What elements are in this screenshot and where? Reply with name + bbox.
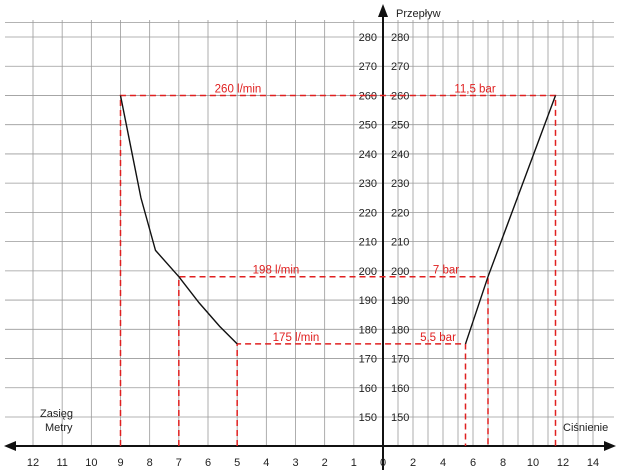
y-tick-label-left: 220: [359, 207, 377, 219]
x-tick-label-left: 2: [322, 457, 328, 469]
x-tick-label-right: 10: [527, 457, 539, 469]
x-tick-label-left: 8: [147, 457, 153, 469]
y-tick-label-right: 270: [391, 61, 409, 73]
x-axis-arrow-left: [4, 441, 16, 451]
x-tick-label-left: 5: [234, 457, 240, 469]
x-tick-label-right: 8: [500, 457, 506, 469]
y-axis-label: Przepływ: [396, 8, 441, 20]
y-tick-label-left: 260: [359, 90, 377, 102]
y-tick-label-left: 280: [359, 32, 377, 44]
annotation-label: 175 l/min: [273, 332, 320, 344]
x-tick-label-right: 4: [440, 457, 446, 469]
y-tick-label-left: 180: [359, 324, 377, 336]
y-tick-label-right: 220: [391, 207, 409, 219]
x-tick-label-left: 0: [380, 457, 386, 469]
y-tick-label-right: 210: [391, 237, 409, 249]
y-tick-label-left: 250: [359, 120, 377, 132]
y-tick-label-left: 170: [359, 354, 377, 366]
y-tick-label-right: 180: [391, 324, 409, 336]
x-tick-label-left: 6: [205, 457, 211, 469]
x-tick-label-left: 11: [56, 457, 67, 469]
x-axis-label-right: Ciśnienie: [563, 422, 608, 434]
y-tick-label-left: 210: [359, 237, 377, 249]
x-tick-label-left: 3: [292, 457, 298, 469]
series-line-left: [119, 95, 238, 345]
guide-line: [236, 343, 467, 446]
annotation-label: 7 bar: [433, 265, 459, 277]
x-tick-label-left: 9: [117, 457, 123, 469]
x-tick-label-left: 1: [351, 457, 357, 469]
guide-line: [178, 275, 489, 446]
guides: [119, 94, 557, 446]
x-tick-label-right: 14: [587, 457, 599, 469]
y-tick-label-left: 160: [359, 383, 377, 395]
y-tick-label-left: 200: [359, 266, 377, 278]
y-tick-label-right: 240: [391, 149, 409, 161]
y-tick-label-left: 240: [359, 149, 377, 161]
grid: [5, 20, 614, 446]
x-tick-label-right: 6: [470, 457, 476, 469]
y-tick-label-right: 230: [391, 178, 409, 190]
y-tick-label-right: 160: [391, 383, 409, 395]
curves: [119, 95, 557, 345]
annotation-label: 260 l/min: [215, 83, 262, 95]
axes: [4, 4, 616, 470]
x-tick-label-left: 10: [85, 457, 97, 469]
x-axis-arrow-right: [604, 441, 616, 451]
annotation-label: 198 l/min: [253, 265, 300, 277]
y-tick-label-left: 230: [359, 178, 377, 190]
annotation-label: 5,5 bar: [420, 332, 456, 344]
y-axis-arrow: [378, 4, 388, 17]
y-tick-label-right: 150: [391, 412, 409, 424]
x-tick-label-left: 4: [263, 457, 269, 469]
x-axis-label-left: Zasięg Metry: [40, 408, 73, 434]
y-tick-label-right: 260: [391, 90, 409, 102]
y-tick-label-right: 170: [391, 354, 409, 366]
x-tick-label-left: 7: [176, 457, 182, 469]
annotations: 260 l/min 11,5 bar 198 l/min 7 bar 175 l/min…: [215, 83, 496, 343]
y-tick-label-right: 190: [391, 295, 409, 307]
x-tick-label-right: 12: [557, 457, 569, 469]
x-tick-label-right: 2: [410, 457, 416, 469]
annotation-label: 11,5 bar: [454, 83, 496, 95]
y-tick-label-left: 270: [359, 61, 377, 73]
y-tick-label-right: 250: [391, 120, 409, 132]
y-tick-label-left: 150: [359, 412, 377, 424]
series-line-right: [464, 95, 557, 345]
x-tick-label-left: 12: [27, 457, 39, 469]
y-tick-label-right: 280: [391, 32, 409, 44]
y-tick-label-left: 190: [359, 295, 377, 307]
guide-line: [119, 94, 557, 446]
y-tick-label-right: 200: [391, 266, 409, 278]
